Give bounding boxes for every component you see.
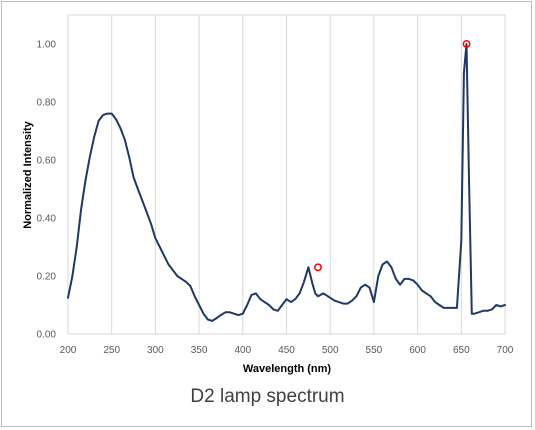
y-tick-label: 0.60 [37, 156, 57, 167]
y-tick-labels: 0.00 0.20 0.40 0.60 0.80 1.00 [37, 40, 57, 341]
x-tick-label: 550 [366, 345, 383, 356]
x-tick-label: 600 [409, 345, 426, 356]
x-tick-label: 250 [103, 345, 120, 356]
x-tick-label: 200 [60, 345, 77, 356]
marker-layer [314, 40, 471, 272]
plot-area-border [67, 14, 506, 335]
x-tick-label: 300 [147, 345, 164, 356]
chart-title: D2 lamp spectrum [190, 386, 345, 407]
x-tick-label: 500 [322, 345, 339, 356]
y-tick-label: 0.40 [37, 214, 57, 225]
y-tick-label: 0.00 [37, 330, 57, 341]
y-tick-label: 0.80 [37, 98, 57, 109]
x-tick-label: 700 [497, 345, 514, 356]
peak-marker [462, 40, 471, 48]
grid-lines [67, 14, 506, 335]
x-axis-title: Wavelength (nm) [243, 363, 332, 375]
y-tick-label: 1.00 [37, 40, 57, 51]
x-tick-label: 650 [453, 345, 470, 356]
x-tick-label: 350 [191, 345, 208, 356]
series-line [67, 43, 506, 322]
series-layer [67, 43, 506, 322]
peak-marker [314, 263, 322, 272]
y-tick-label: 0.20 [37, 272, 57, 283]
x-tick-labels: 200 250 300 350 400 450 500 550 600 650 700 [60, 345, 514, 356]
x-tick-label: 450 [278, 345, 295, 356]
y-axis-title: Normalized Intensity [22, 120, 34, 228]
x-tick-label: 400 [234, 345, 251, 356]
